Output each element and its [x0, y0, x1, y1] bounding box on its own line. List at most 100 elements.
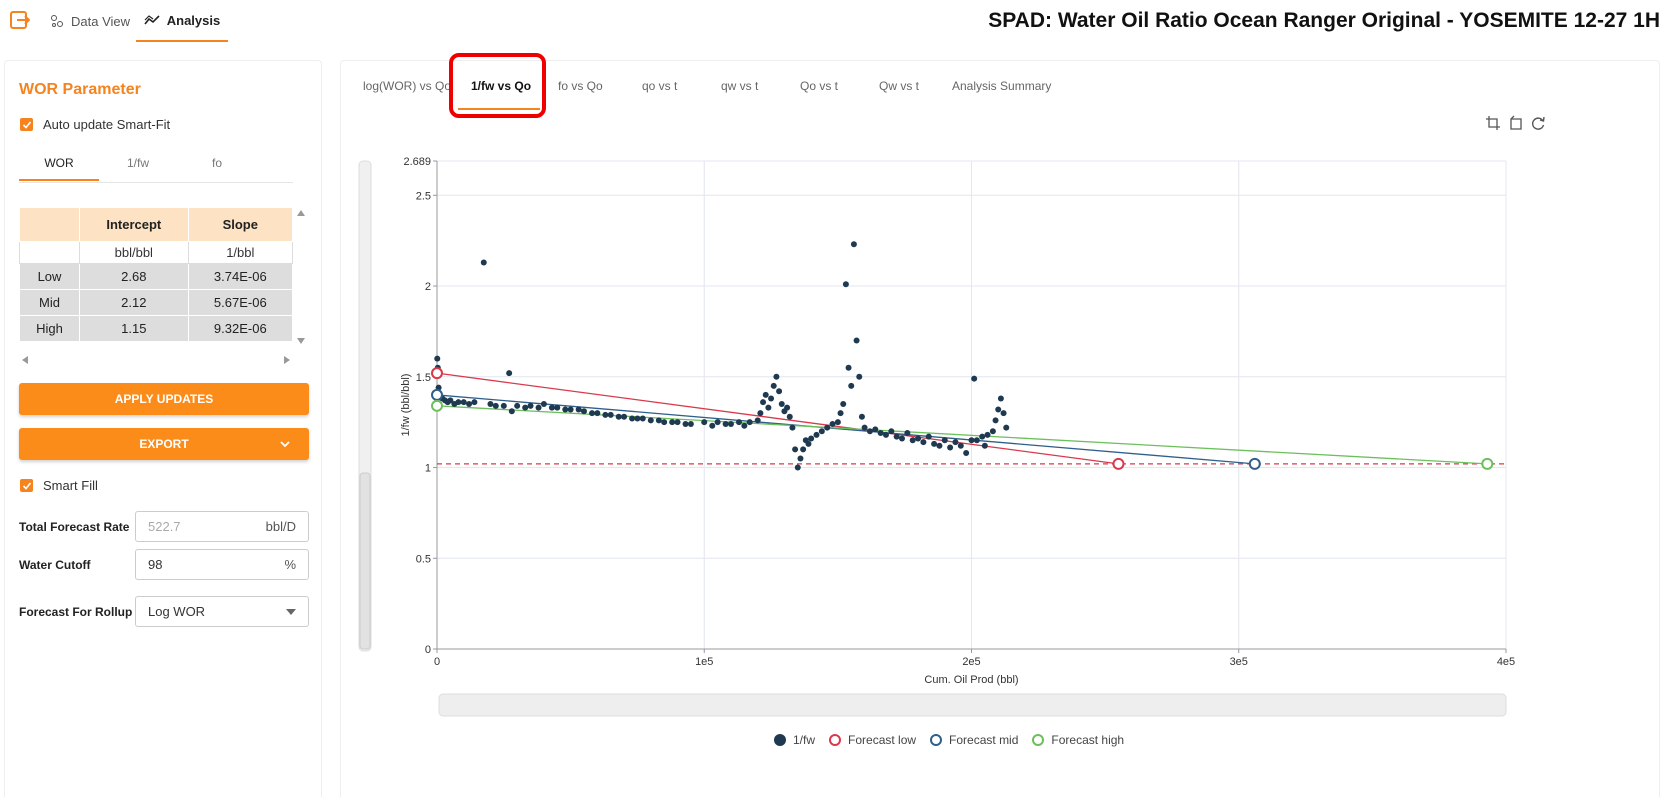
- x-zoom-slider: [438, 693, 1507, 717]
- tab-data-view[interactable]: Data View: [50, 0, 130, 42]
- param-tab-1-fw[interactable]: 1/fw: [126, 156, 149, 170]
- scroll-down-icon[interactable]: [297, 338, 305, 344]
- x-tick-label: 0: [434, 656, 440, 668]
- smart-fill-label: Smart Fill: [43, 478, 98, 493]
- auto-update-label: Auto update Smart-Fit: [43, 117, 171, 132]
- zoom-reset-icon[interactable]: [1508, 115, 1524, 131]
- data-point: [506, 370, 513, 377]
- table-units-row: bbl/bbl 1/bbl: [19, 241, 294, 264]
- wor-parameter-panel: WOR Parameter Auto update Smart-Fit WOR …: [4, 60, 322, 797]
- auto-update-checkbox[interactable]: Auto update Smart-Fit: [20, 117, 170, 132]
- tab-qo-vs-t[interactable]: qo vs t: [642, 79, 678, 93]
- data-point: [602, 411, 609, 418]
- scroll-left-icon[interactable]: [22, 356, 28, 364]
- data-point: [909, 437, 916, 444]
- y-tick-label: 0.5: [416, 553, 431, 565]
- data-point: [824, 424, 831, 431]
- forecast-rollup-label: Forecast For Rollup: [19, 605, 133, 619]
- checkbox-checked-icon: [20, 479, 33, 492]
- tab-analysis-summary[interactable]: Analysis Summary: [952, 79, 1052, 93]
- data-point: [1000, 410, 1007, 417]
- data-point: [615, 413, 622, 420]
- data-point: [460, 399, 467, 406]
- x-tick-label: 1e5: [695, 656, 713, 668]
- param-tab-fo[interactable]: fo: [211, 156, 222, 170]
- data-point: [952, 439, 959, 446]
- row-label: Low: [19, 263, 80, 290]
- tab-fo-vs-qo[interactable]: fo vs Qo: [558, 79, 603, 93]
- data-point: [548, 404, 555, 411]
- legend-label: Forecast low: [848, 733, 917, 747]
- data-point: [655, 417, 662, 424]
- data-point: [989, 428, 996, 435]
- intercept-cell[interactable]: 1.15: [79, 315, 189, 342]
- page-title: SPAD: Water Oil Ratio Ocean Ranger Origi…: [988, 9, 1660, 32]
- apply-updates-button[interactable]: APPLY UPDATES: [19, 383, 309, 415]
- y-zoom-slider-handle: [359, 472, 371, 650]
- x-axis-label: Cum. Oil Prod (bbl): [924, 674, 1018, 686]
- refresh-icon[interactable]: [1530, 115, 1546, 131]
- forecast-endpoint: [1112, 457, 1125, 470]
- total-forecast-rate-label: Total Forecast Rate: [19, 520, 130, 534]
- x-tick-label: 4e5: [1497, 656, 1515, 668]
- tab-cum-qw-vs-t[interactable]: Qw vs t: [879, 79, 920, 93]
- export-button[interactable]: EXPORT: [19, 428, 309, 460]
- data-point: [466, 401, 473, 408]
- table-vertical-scrollbar[interactable]: [296, 207, 306, 347]
- data-point: [765, 404, 772, 411]
- table-horizontal-scrollbar[interactable]: [19, 352, 293, 364]
- data-point: [629, 415, 636, 422]
- tab-1-fw-vs-qo[interactable]: 1/fw vs Qo: [471, 79, 532, 93]
- data-point: [480, 259, 487, 266]
- data-point: [527, 402, 534, 409]
- tab-cum-qo-vs-t[interactable]: Qo vs t: [800, 79, 839, 93]
- data-point: [818, 428, 825, 435]
- y-tick-label: 1.5: [416, 372, 431, 384]
- x-tick-label: 2e5: [962, 656, 980, 668]
- legend-item-1-fw[interactable]: 1/fw: [774, 733, 815, 747]
- legend-item-forecast-mid[interactable]: Forecast mid: [930, 733, 1018, 747]
- param-tab-wor[interactable]: WOR: [19, 147, 99, 181]
- data-point: [567, 406, 574, 413]
- slope-cell[interactable]: 3.74E-06: [187, 263, 294, 290]
- data-point: [1003, 424, 1010, 431]
- data-point: [893, 433, 900, 440]
- y-tick-label: 2: [425, 281, 431, 293]
- total-forecast-rate-input[interactable]: 522.7 bbl/D: [135, 511, 309, 542]
- slope-cell[interactable]: 9.32E-06: [187, 315, 294, 342]
- legend-item-forecast-high[interactable]: Forecast high: [1032, 733, 1124, 747]
- data-point: [741, 422, 748, 429]
- exit-icon[interactable]: [10, 11, 30, 29]
- data-point: [899, 435, 906, 442]
- tab-log-wor-vs-qo[interactable]: log(WOR) vs Qo: [363, 79, 452, 93]
- table-header-intercept: Intercept: [79, 207, 189, 242]
- legend-item-forecast-low[interactable]: Forecast low: [829, 733, 916, 747]
- data-point: [727, 420, 734, 427]
- data-point: [746, 419, 753, 426]
- data-point: [500, 402, 507, 409]
- table-unit-empty: [19, 241, 80, 264]
- intercept-cell[interactable]: 2.12: [79, 289, 189, 316]
- table-unit-intercept: bbl/bbl: [79, 241, 189, 264]
- water-cutoff-input[interactable]: 98 %: [135, 549, 309, 580]
- scroll-right-icon[interactable]: [284, 356, 290, 364]
- tab-qw-vs-t[interactable]: qw vs t: [721, 79, 759, 93]
- scroll-up-icon[interactable]: [297, 210, 305, 216]
- top-bar: Data View Analysis SPAD: Water Oil Ratio…: [0, 0, 1664, 44]
- tab-analysis[interactable]: Analysis: [136, 0, 228, 42]
- data-point: [941, 437, 948, 444]
- intercept-cell[interactable]: 2.68: [79, 263, 189, 290]
- row-label: High: [19, 315, 80, 342]
- zoom-select-icon[interactable]: [1485, 115, 1501, 131]
- forecast-rollup-select[interactable]: Log WOR: [135, 596, 309, 627]
- data-point: [714, 419, 721, 426]
- chart-area: 0 0.5 1 1.5 2 2.5 2.689 0 1e5 2e5 3e5 4e5 Cum. Oil P…: [358, 156, 1515, 717]
- data-point: [797, 455, 804, 462]
- analysis-icon: [144, 15, 160, 25]
- data-point: [508, 408, 515, 415]
- data-point: [455, 399, 462, 406]
- data-point: [634, 415, 641, 422]
- tab-divider: [19, 182, 293, 183]
- smart-fill-checkbox[interactable]: Smart Fill: [20, 478, 98, 493]
- slope-cell[interactable]: 5.67E-06: [187, 289, 294, 316]
